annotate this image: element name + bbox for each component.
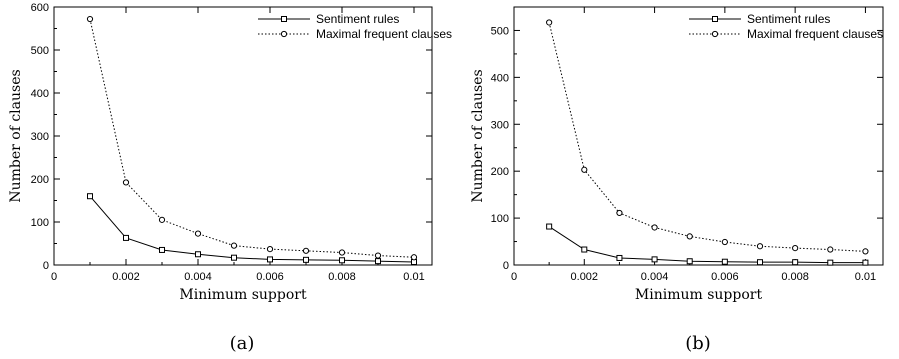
x-axis-label: Minimum support <box>635 287 763 303</box>
legend-label: Sentiment rules <box>316 12 399 26</box>
x-tick-label: 0.004 <box>184 271 212 283</box>
chart-panel-a: 0 0.002 0.004 0.006 0.008 0.01 0 100 200 300 400 50… <box>8 2 452 354</box>
data-point-square <box>195 251 201 258</box>
data-point-circle <box>266 245 274 253</box>
x-tick-label: 0 <box>511 271 517 283</box>
y-tick-label: 200 <box>31 174 49 186</box>
data-point-square <box>686 258 693 265</box>
data-point-circle <box>410 254 418 261</box>
legend-label: Sentiment rules <box>747 12 830 26</box>
data-point-circle <box>302 247 310 254</box>
data-point-square <box>862 259 869 266</box>
x-tick-label: 0.002 <box>571 271 599 283</box>
data-point-square <box>721 258 728 265</box>
data-point-circle <box>158 216 166 223</box>
y-tick-label: 0 <box>503 260 509 272</box>
y-tick-label: 400 <box>31 88 49 100</box>
x-tick-label: 0.006 <box>256 271 284 283</box>
y-tick-label: 500 <box>491 25 509 37</box>
data-point-square <box>792 259 799 266</box>
data-point-square <box>231 254 237 261</box>
data-point-circle <box>686 233 693 240</box>
data-point-square <box>581 246 588 253</box>
x-tick-label: 0.006 <box>711 271 739 283</box>
series-maximal-frequent-clauses <box>86 15 418 261</box>
y-tick-label: 200 <box>491 166 509 178</box>
y-tick-label: 0 <box>43 260 49 272</box>
y-axis-label: Number of clauses <box>8 69 24 202</box>
y-tick-label: 100 <box>491 213 509 225</box>
panel-caption: (b) <box>685 333 711 354</box>
data-point-circle <box>230 242 238 249</box>
y-tick-label: 600 <box>31 2 49 14</box>
series-line <box>89 18 415 258</box>
data-point-square <box>159 246 165 253</box>
data-point-circle <box>581 166 588 173</box>
legend-marker-square <box>712 16 718 22</box>
x-tick-label: 0.01 <box>403 271 424 283</box>
y-tick-label: 300 <box>491 119 509 131</box>
data-point-square <box>651 256 658 263</box>
data-point-square <box>339 257 345 264</box>
legend-label: Maximal frequent clauses <box>316 27 452 41</box>
series-sentiment-rules <box>546 223 869 266</box>
legend-label: Maximal frequent clauses <box>747 27 883 41</box>
data-point-square <box>267 256 273 263</box>
data-point-circle <box>827 246 834 253</box>
x-axis-label: Minimum support <box>179 287 307 303</box>
y-tick-label: 300 <box>31 131 49 143</box>
plot-frame <box>513 6 884 266</box>
data-point-square <box>827 259 834 266</box>
y-axis-label: Number of clauses <box>470 69 486 202</box>
data-point-circle <box>374 252 382 259</box>
panel-caption: (a) <box>230 333 255 354</box>
data-point-square <box>546 223 553 230</box>
data-point-circle <box>122 179 130 186</box>
data-point-circle <box>862 248 869 255</box>
data-point-square <box>87 193 93 200</box>
chart-panel-b: 0 0.002 0.004 0.006 0.008 0.01 0 100 200 300 400 50… <box>470 6 884 354</box>
data-point-circle <box>792 245 799 252</box>
x-tick-label: 0.008 <box>328 271 356 283</box>
series-sentiment-rules <box>87 193 417 265</box>
legend-marker-circle <box>711 30 719 38</box>
data-point-square <box>123 234 129 241</box>
x-tick-label: 0 <box>51 271 57 283</box>
x-tick-label: 0.004 <box>641 271 669 283</box>
series-maximal-frequent-clauses <box>546 19 869 255</box>
plot-frame <box>53 6 433 266</box>
data-point-circle <box>546 19 553 26</box>
data-point-circle <box>721 238 728 246</box>
x-tick-label: 0.01 <box>855 271 876 283</box>
y-tick-label: 100 <box>31 217 49 229</box>
legend-marker-square <box>281 16 287 22</box>
legend-marker-circle <box>280 30 288 38</box>
data-point-circle <box>651 224 658 231</box>
series-line <box>548 22 866 252</box>
x-tick-label: 0.008 <box>781 271 809 283</box>
series-line <box>548 226 866 264</box>
data-point-circle <box>616 209 623 217</box>
data-point-circle <box>86 15 94 23</box>
data-point-square <box>375 258 381 265</box>
data-point-circle <box>756 243 764 250</box>
series-line <box>89 195 415 263</box>
data-point-square <box>616 254 623 261</box>
data-point-square <box>757 259 763 266</box>
data-point-circle <box>194 230 202 237</box>
y-tick-label: 400 <box>491 72 509 84</box>
data-point-square <box>303 256 309 263</box>
x-tick-label: 0.002 <box>112 271 140 283</box>
y-tick-label: 500 <box>31 45 49 57</box>
data-point-circle <box>338 249 346 256</box>
